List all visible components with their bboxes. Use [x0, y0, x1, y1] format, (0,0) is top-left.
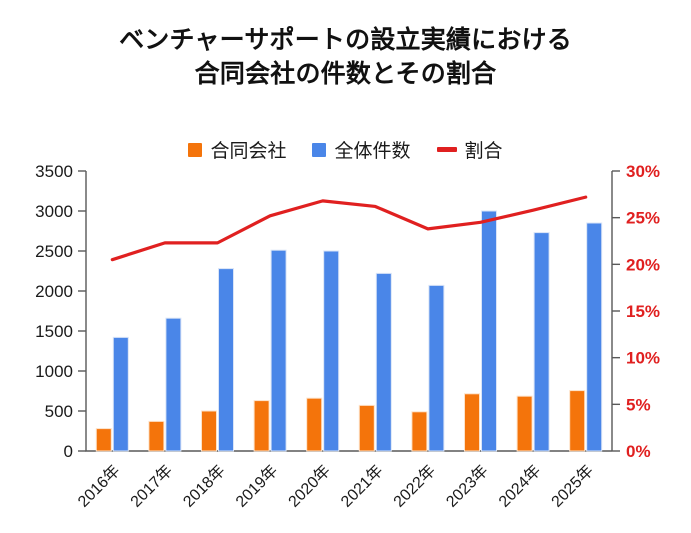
x-axis-tick-label: 2017年 [127, 462, 176, 511]
bar-zentai-kensuu [375, 272, 392, 452]
bar-zentai-kensuu [481, 210, 497, 452]
legend-swatch-icon [312, 142, 327, 157]
bar-zentai-kensuu [165, 317, 182, 452]
left-axis-tick-label: 500 [45, 402, 73, 421]
left-axis-tick-label: 3000 [35, 202, 73, 221]
x-axis-tick-label: 2019年 [232, 462, 281, 511]
x-axis-tick-label: 2020年 [285, 462, 334, 511]
left-axis-line [85, 171, 612, 452]
bar-zentai-kensuu [533, 232, 550, 452]
bar-goudou-gaisha [201, 410, 217, 452]
bar-goudou-gaisha [411, 411, 428, 452]
bar-zentai-kensuu [112, 336, 129, 452]
chart-title-line-2: 合同会社の件数とその割合 [194, 59, 497, 88]
right-axis-tick-label: 15% [626, 302, 660, 321]
chart-legend: 合同会社 全体件数 割合 [0, 136, 691, 163]
bar-zentai-kensuu [586, 222, 603, 452]
svg-text:2017年: 2017年 [127, 462, 176, 511]
svg-text:2019年: 2019年 [232, 462, 281, 511]
right-axis-tick-label: 30% [626, 162, 660, 181]
bar-goudou-gaisha [148, 420, 165, 452]
x-axis-tick-label: 2025年 [548, 462, 597, 511]
chart-title: ベンチャーサポートの設立実績における 合同会社の件数とその割合 [0, 24, 691, 92]
legend-swatch-icon [188, 142, 203, 157]
bar-goudou-gaisha [516, 395, 533, 452]
svg-text:2024年: 2024年 [495, 462, 544, 511]
right-axis-tick-label: 0% [626, 442, 651, 461]
bar-zentai-kensuu [323, 250, 340, 452]
bar-zentai-kensuu [428, 284, 445, 452]
legend-line-icon [436, 147, 457, 152]
bar-goudou-gaisha [306, 397, 323, 452]
bar-zentai-kensuu [218, 268, 234, 452]
legend-item-goudou-gaisha: 合同会社 [188, 136, 286, 163]
x-axis-tick-label: 2016年 [74, 462, 123, 511]
bar-goudou-gaisha [253, 400, 270, 452]
right-axis-tick-label: 20% [626, 255, 660, 274]
right-axis-tick-label: 5% [626, 395, 651, 414]
bar-goudou-gaisha [569, 390, 586, 452]
svg-text:2020年: 2020年 [285, 462, 334, 511]
svg-text:2022年: 2022年 [390, 462, 439, 511]
bar-goudou-gaisha [95, 428, 112, 452]
left-axis-tick-label: 1000 [35, 362, 73, 381]
bar-zentai-kensuu [270, 249, 287, 452]
right-axis-tick-label: 10% [626, 349, 660, 368]
left-axis-tick-label: 0 [64, 442, 73, 461]
svg-text:2023年: 2023年 [443, 462, 492, 511]
svg-text:2021年: 2021年 [337, 462, 386, 511]
bar-goudou-gaisha [358, 404, 375, 452]
legend-label: 割合 [464, 141, 503, 162]
legend-item-wariai: 割合 [436, 136, 503, 163]
x-axis-tick-label: 2018年 [180, 462, 229, 511]
svg-text:2018年: 2018年 [180, 462, 229, 511]
legend-label: 全体件数 [334, 141, 411, 162]
x-axis-tick-label: 2022年 [390, 462, 439, 511]
bar-goudou-gaisha [464, 393, 480, 452]
x-axis-tick-label: 2023年 [443, 462, 492, 511]
left-axis-tick-label: 3500 [35, 162, 73, 181]
ratio-line-path [110, 195, 588, 262]
left-axis-tick-label: 2500 [35, 242, 73, 261]
left-axis-tick-label: 2000 [35, 282, 73, 301]
left-axis-tick-label: 1500 [35, 322, 73, 341]
right-axis-tick-label: 25% [626, 209, 660, 228]
svg-text:2025年: 2025年 [548, 462, 597, 511]
svg-text:2016年: 2016年 [74, 462, 123, 511]
x-axis-tick-label: 2021年 [337, 462, 386, 511]
legend-label: 合同会社 [210, 141, 287, 162]
x-axis-tick-label: 2024年 [495, 462, 544, 511]
chart-title-line-1: ベンチャーサポートの設立実績における [119, 26, 572, 54]
legend-item-zentai-kensuu: 全体件数 [312, 136, 411, 163]
